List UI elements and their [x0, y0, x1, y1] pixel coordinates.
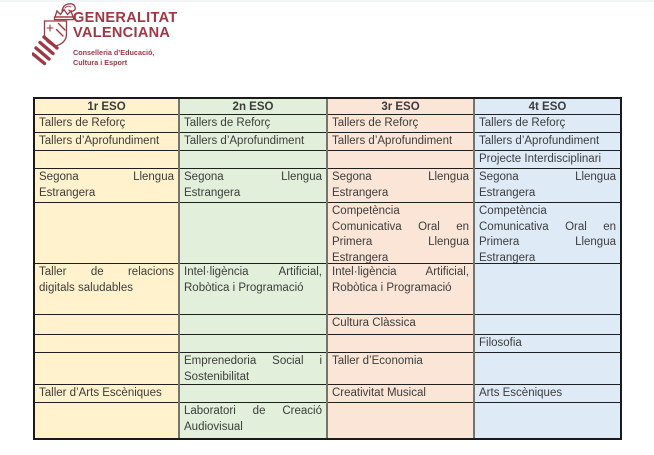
table-cell	[180, 151, 326, 169]
table-cell: Tallers de Reforç	[475, 115, 620, 133]
generalitat-valenciana-logo: GENERALITAT VALENCIANA Conselleria d’Edu…	[32, 2, 292, 77]
table-cell	[475, 353, 620, 385]
table-cell	[328, 335, 473, 353]
table-cell	[35, 403, 178, 438]
logo-title-line1: GENERALITAT	[73, 9, 178, 26]
table-cell: Projecte Interdisciplinari	[475, 151, 620, 169]
column-header-2n-eso: 2n ESO	[180, 99, 326, 115]
table-cell: Tallers d’Aprofundiment	[180, 133, 326, 151]
table-cell: Segona Llengua Estrangera	[35, 169, 178, 203]
gva-crest-icon	[32, 3, 76, 66]
table-cell: Intel·ligència Artificial, Robòtica i Prog…	[180, 264, 326, 315]
table-cell	[475, 403, 620, 438]
table-cell: Taller d’Economia	[328, 353, 473, 385]
logo-subtitle-line2: Cultura i Esport	[73, 57, 128, 67]
logo-subtitle: Conselleria d’Educació, Cultura i Esport	[73, 48, 154, 67]
curriculum-table: 1r ESO Tallers de Reforç Tallers d’Aprofun…	[33, 97, 622, 440]
table-cell: Segona Llengua Estrangera	[180, 169, 326, 203]
table-cell: Taller de relacions digitals saludables	[35, 264, 178, 315]
table-cell: Tallers de Reforç	[180, 115, 326, 133]
logo-title: GENERALITAT VALENCIANA	[73, 9, 178, 41]
table-cell: Arts Escèniques	[475, 385, 620, 403]
table-cell	[475, 315, 620, 335]
table-cell: Segona Llengua Estrangera	[475, 169, 620, 203]
logo-subtitle-line1: Conselleria d’Educació,	[73, 48, 155, 57]
table-cell	[35, 203, 178, 264]
table-cell: Tallers d’Aprofundiment	[475, 133, 620, 151]
table-cell	[180, 385, 326, 403]
table-cell: Taller d’Arts Escèniques	[35, 385, 178, 403]
table-cell	[475, 264, 620, 315]
table-cell	[35, 335, 178, 353]
table-cell: Segona Llengua Estrangera	[328, 169, 473, 203]
table-cell: Intel·ligència Artificial, Robòtica i Prog…	[328, 264, 473, 315]
table-cell	[180, 315, 326, 335]
page-top-edge	[0, 0, 654, 2]
logo-title-line2: VALENCIANA	[73, 23, 171, 41]
table-cell: Filosofia	[475, 335, 620, 353]
table-cell	[328, 403, 473, 438]
table-cell: Tallers de Reforç	[328, 115, 473, 133]
column-header-3r-eso: 3r ESO	[328, 99, 473, 115]
column-header-1r-eso: 1r ESO	[35, 99, 178, 115]
table-cell	[35, 353, 178, 385]
table-cell: Creativitat Musical	[328, 385, 473, 403]
table-cell: Laboratori de Creació Audiovisual	[184, 405, 322, 433]
column-1r-eso: 1r ESO Tallers de Reforç Tallers d’Aprofun…	[35, 99, 178, 438]
table-cell: Emprenedoria Social i Sostenibilitat	[180, 353, 326, 385]
table-cell: Cultura Clàssica	[328, 315, 473, 335]
table-cell	[180, 203, 326, 264]
table-cell: Tallers d’Aprofundiment	[328, 133, 473, 151]
column-3r-eso: 3r ESO Tallers de Reforç Tallers d’Aprofun…	[326, 99, 473, 438]
table-cell: Competència Comunicativa Oral en Primera Llen…	[328, 203, 473, 264]
column-2n-eso: 2n ESO Tallers de Reforç Tallers d’Aprofun…	[178, 99, 326, 438]
table-cell: Tallers de Reforç	[35, 115, 178, 133]
table-cell	[180, 335, 326, 353]
table-cell	[328, 151, 473, 169]
column-header-4t-eso: 4t ESO	[475, 99, 620, 115]
table-cell	[35, 315, 178, 335]
column-4t-eso: 4t ESO Tallers de Reforç Tallers d’Aprofun…	[473, 99, 620, 438]
table-cell: Competència Comunicativa Oral en Primera Llen…	[475, 203, 620, 264]
table-cell: Tallers d’Aprofundiment	[35, 133, 178, 151]
table-cell	[35, 151, 178, 169]
